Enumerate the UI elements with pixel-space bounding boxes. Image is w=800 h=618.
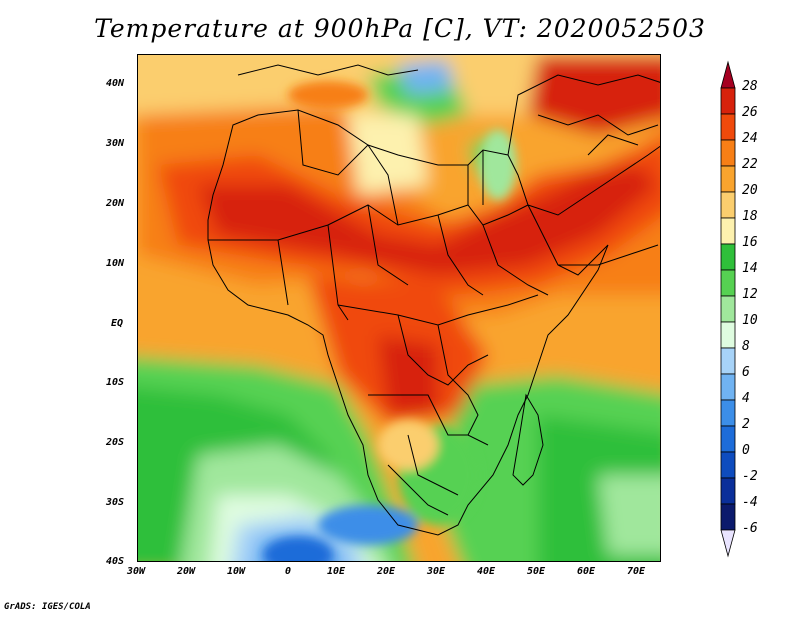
colorbar-label: 18 [742,209,758,224]
lat-label: 40N [106,78,125,89]
temperature-map [137,54,661,562]
map-canvas [138,55,660,561]
lat-label: 30N [106,138,125,149]
colorbar-swatch [720,87,736,115]
colorbar-label: 8 [742,339,750,354]
colorbar-label: 14 [742,261,758,276]
colorbar-swatch [720,113,736,141]
colorbar-swatch [720,373,736,401]
colorbar-label: 6 [742,365,750,380]
colorbar-label: 28 [742,79,758,94]
colorbar-label: -2 [742,469,758,484]
colorbar-swatch [720,321,736,349]
colorbar-label: 26 [742,105,758,120]
lon-label: 30W [127,566,146,577]
colorbar-swatch [720,425,736,453]
temperature-field [138,55,660,561]
lat-label: 20N [106,198,125,209]
lat-label: EQ [111,318,124,329]
colorbar-label: 4 [742,391,750,406]
colorbar-swatch [720,347,736,375]
colorbar-swatch [720,269,736,297]
country-borders [207,64,660,536]
lon-label: 0 [285,566,292,577]
lon-label: 10E [327,566,346,577]
colorbar-label: 22 [742,157,758,172]
colorbar-label: 12 [742,287,758,302]
colorbar-label: -4 [742,495,758,510]
temperature-detail [263,81,516,561]
colorbar-swatch [720,165,736,193]
lat-label: 10N [106,258,125,269]
colorbar-swatch [720,243,736,271]
colorbar-label: 2 [742,417,750,432]
lon-label: 10W [227,566,246,577]
colorbar-swatch [720,191,736,219]
colorbar-swatches [720,60,736,558]
lon-label: 70E [627,566,646,577]
colorbar-swatch [720,503,736,531]
colorbar-label: 24 [742,131,758,146]
colorbar-label: -6 [742,521,758,536]
lon-label: 30E [427,566,446,577]
colorbar-swatch [720,139,736,167]
chart-title: Temperature at 900hPa [C], VT: 202005250… [94,14,706,43]
colorbar-swatch [720,295,736,323]
colorbar-swatch [720,451,736,479]
colorbar-swatch [720,217,736,245]
colorbar-swatch [720,399,736,427]
lon-label: 50E [527,566,546,577]
lat-label: 10S [106,377,125,388]
lat-label: 20S [106,437,125,448]
colorbar-swatch [720,477,736,505]
lat-label: 40S [106,556,125,567]
lon-label: 60E [577,566,596,577]
colorbar-label: 20 [742,183,758,198]
lat-label: 30S [106,497,125,508]
colorbar-label: 0 [742,443,750,458]
colorbar-label: 16 [742,235,758,250]
colorbar-swatch [720,529,736,558]
credit-text: GrADS: IGES/COLA [4,602,91,612]
colorbar-swatch [720,60,736,89]
lon-label: 40E [477,566,496,577]
colorbar-label: 10 [742,313,758,328]
lon-label: 20E [377,566,396,577]
lon-label: 20W [177,566,196,577]
